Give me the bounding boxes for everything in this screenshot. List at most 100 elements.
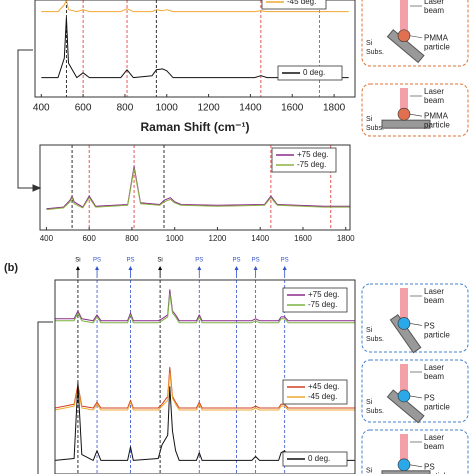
bracket-top bbox=[17, 49, 34, 189]
legend-label: -75 deg. bbox=[308, 300, 337, 309]
x-tick-label: 1600 bbox=[294, 234, 312, 243]
legend-label: 0 deg. bbox=[308, 454, 330, 463]
spectrum-line bbox=[55, 293, 355, 324]
x-tick-label: 1400 bbox=[239, 103, 262, 114]
x-tick-label: 400 bbox=[33, 103, 50, 114]
beam-label: beam bbox=[424, 372, 444, 381]
particle-label: particle bbox=[424, 43, 450, 52]
peak-label: PS bbox=[126, 258, 134, 264]
spectrum-line bbox=[55, 382, 355, 461]
laser-beam bbox=[400, 434, 408, 461]
plot-frame bbox=[39, 144, 351, 231]
x-tick-label: 800 bbox=[125, 234, 139, 243]
peak-arrow-head bbox=[75, 266, 80, 270]
beam-label: Laser bbox=[424, 433, 444, 442]
substrate bbox=[386, 29, 425, 64]
laser-beam bbox=[400, 364, 408, 392]
particle-pointer bbox=[409, 35, 423, 39]
particle bbox=[397, 317, 411, 330]
particle bbox=[397, 107, 411, 121]
beam-label: Laser bbox=[424, 87, 444, 96]
spectrum-line bbox=[46, 165, 350, 210]
particle bbox=[397, 389, 411, 403]
particle-label: PS bbox=[424, 394, 435, 403]
substrate-label: Si bbox=[366, 399, 373, 406]
substrate-label: Subs. bbox=[366, 49, 384, 56]
x-tick-label: 600 bbox=[82, 234, 96, 243]
spectrum-line bbox=[46, 168, 350, 211]
peak-label: PS bbox=[281, 258, 289, 264]
legend-label: +75 deg. bbox=[297, 150, 328, 159]
legend-box bbox=[282, 287, 348, 313]
substrate-label: Si bbox=[366, 327, 373, 334]
peak-arrow-head bbox=[95, 266, 100, 270]
peak-arrow-head bbox=[197, 266, 202, 270]
spectrum-line bbox=[41, 0, 349, 13]
particle-label: particle bbox=[424, 403, 450, 412]
laser-beam bbox=[400, 288, 408, 319]
particle-label: PS bbox=[424, 321, 435, 330]
x-tick-label: 1600 bbox=[281, 103, 304, 114]
x-tick-label: 1200 bbox=[209, 234, 227, 243]
particle-pointer bbox=[409, 113, 423, 117]
legend-box bbox=[282, 379, 348, 405]
laser-beam bbox=[400, 0, 408, 31]
legend-box bbox=[261, 0, 327, 10]
schematic-box bbox=[361, 0, 469, 67]
legend-box bbox=[282, 451, 348, 467]
substrate-label: Subs. bbox=[366, 336, 384, 343]
plot-frame bbox=[54, 279, 356, 474]
arrow-head bbox=[32, 184, 42, 192]
substrate-label: Si bbox=[366, 116, 373, 123]
spectrum-line bbox=[55, 372, 355, 411]
x-tick-label: 400 bbox=[40, 234, 54, 243]
particle-pointer bbox=[409, 464, 423, 468]
substrate bbox=[381, 119, 431, 129]
beam-label: beam bbox=[424, 96, 444, 105]
particle-label: particle bbox=[424, 120, 450, 129]
legend-label: +45 deg. bbox=[308, 382, 339, 391]
x-tick-label: 1800 bbox=[323, 103, 346, 114]
x-tick-label: 1400 bbox=[251, 234, 269, 243]
peak-arrow-head bbox=[128, 266, 133, 270]
peak-label: PS bbox=[93, 258, 101, 264]
particle-label: PMMA bbox=[424, 111, 449, 120]
x-tick-label: 1000 bbox=[166, 234, 184, 243]
beam-label: beam bbox=[424, 296, 444, 305]
panel-label: (b) bbox=[4, 262, 18, 274]
peak-label: Si bbox=[75, 258, 80, 264]
particle bbox=[397, 458, 411, 472]
plot-frame bbox=[34, 0, 356, 98]
x-tick-label: 1800 bbox=[337, 234, 355, 243]
peak-label: PS bbox=[233, 258, 241, 264]
peak-label: PS bbox=[252, 258, 260, 264]
peak-arrow-head bbox=[253, 266, 258, 270]
connectors bbox=[17, 49, 53, 474]
legend-box bbox=[277, 65, 343, 81]
plot-area bbox=[41, 0, 349, 97]
substrate-label: Si bbox=[366, 468, 373, 474]
legend-label: -45 deg. bbox=[308, 392, 337, 401]
beam-label: Laser bbox=[424, 287, 444, 296]
x-tick-label: 1000 bbox=[156, 103, 179, 114]
beam-label: beam bbox=[424, 6, 444, 15]
legend-label: -75 deg. bbox=[297, 160, 326, 169]
peak-arrow-head bbox=[158, 266, 163, 270]
particle-label: PMMA bbox=[424, 34, 449, 43]
beam-label: beam bbox=[424, 442, 444, 451]
legend-box bbox=[271, 147, 337, 173]
substrate bbox=[386, 389, 425, 424]
peak-label: Si bbox=[157, 258, 162, 264]
peak-label: PS bbox=[195, 258, 203, 264]
peak-arrow-head bbox=[234, 266, 239, 270]
plot-area bbox=[55, 280, 355, 474]
bracket-bottom bbox=[37, 321, 53, 474]
beam-label: Laser bbox=[424, 0, 444, 6]
particle-label: PS bbox=[424, 462, 435, 471]
peak-arrow-head bbox=[282, 266, 287, 270]
particle-label: particle bbox=[424, 330, 450, 339]
particle-pointer bbox=[409, 395, 423, 399]
schematic-box bbox=[361, 359, 469, 423]
schematic-box bbox=[361, 429, 469, 474]
